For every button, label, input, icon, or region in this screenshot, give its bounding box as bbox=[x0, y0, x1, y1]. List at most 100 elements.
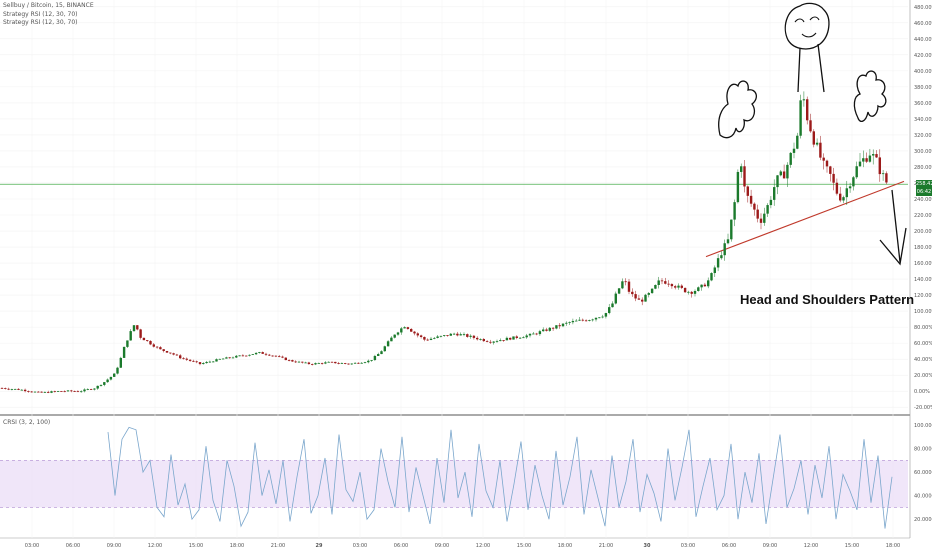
y-tick-label: 380.00% bbox=[914, 85, 932, 91]
candle-body bbox=[152, 344, 155, 347]
candle-body bbox=[693, 291, 697, 294]
candle-body bbox=[334, 361, 337, 364]
y-tick-label: 20.00% bbox=[914, 373, 932, 379]
head-neck-sketch bbox=[797, 43, 825, 93]
candle-body bbox=[499, 340, 502, 342]
y-tick-label: 300.00% bbox=[914, 149, 932, 155]
crsi-line bbox=[107, 426, 893, 529]
x-tick-label: 15:00 bbox=[517, 543, 531, 549]
candle-body bbox=[80, 391, 83, 393]
candle-body bbox=[20, 389, 23, 391]
candle-body bbox=[456, 333, 459, 336]
candle-body bbox=[466, 334, 469, 337]
candle-body bbox=[241, 355, 245, 357]
countdown-badge: 06:42 bbox=[916, 188, 932, 196]
candle-body bbox=[476, 337, 479, 340]
candle-body bbox=[779, 171, 782, 176]
candle-body bbox=[743, 166, 746, 187]
candle-body bbox=[528, 333, 532, 336]
candle-body bbox=[4, 388, 7, 389]
candle-body bbox=[842, 197, 845, 201]
y-tick-label: 420.00% bbox=[914, 53, 932, 59]
candle-body bbox=[429, 338, 433, 340]
candle-body bbox=[225, 357, 228, 359]
x-tick-label: 03:00 bbox=[681, 543, 695, 549]
candle-body bbox=[766, 205, 769, 214]
x-tick-label: 15:00 bbox=[189, 543, 203, 549]
candle-body bbox=[258, 352, 261, 353]
x-tick-label: 09:00 bbox=[763, 543, 777, 549]
candle-body bbox=[667, 283, 670, 285]
candle-body bbox=[294, 361, 297, 363]
candle-body bbox=[254, 352, 258, 355]
candle-body bbox=[93, 388, 96, 390]
x-tick-label: 03:00 bbox=[25, 543, 39, 549]
candle-body bbox=[872, 154, 875, 156]
candle-body bbox=[314, 363, 317, 365]
candle-body bbox=[433, 337, 436, 339]
candle-body bbox=[532, 333, 535, 335]
candle-body bbox=[396, 332, 400, 335]
oscillator-band bbox=[0, 460, 908, 508]
candle-body bbox=[753, 203, 756, 210]
x-tick-label: 18:00 bbox=[558, 543, 572, 549]
candle-body bbox=[875, 154, 878, 158]
y-tick-label: 240.00% bbox=[914, 197, 932, 203]
candle-body bbox=[27, 391, 30, 392]
candle-body bbox=[472, 335, 476, 338]
candle-body bbox=[297, 361, 301, 363]
candle-body bbox=[60, 391, 63, 392]
candle-body bbox=[545, 329, 548, 331]
x-tick-label: 21:00 bbox=[271, 543, 285, 549]
candle-body bbox=[443, 335, 446, 336]
candle-body bbox=[641, 299, 644, 302]
candle-body bbox=[608, 307, 611, 314]
candle-body bbox=[373, 355, 377, 361]
head-face-sketch bbox=[784, 2, 830, 50]
x-tick-label: 12:00 bbox=[476, 543, 490, 549]
candle-body bbox=[660, 280, 664, 282]
candle-body bbox=[594, 317, 598, 320]
candle-body bbox=[377, 354, 380, 356]
candle-body bbox=[839, 193, 842, 201]
candle-body bbox=[53, 391, 56, 393]
candle-body bbox=[796, 135, 799, 149]
candle-body bbox=[162, 349, 165, 352]
candle-body bbox=[70, 390, 73, 392]
candle-body bbox=[782, 171, 786, 179]
candle-body bbox=[756, 209, 759, 219]
y-tick-label: 140.00% bbox=[914, 277, 932, 283]
neckline-trendline bbox=[705, 180, 905, 258]
candle-body bbox=[83, 389, 86, 392]
candle-body bbox=[845, 188, 848, 198]
x-tick-label: 06:00 bbox=[66, 543, 80, 549]
x-tick-label: 21:00 bbox=[599, 543, 613, 549]
candle-body bbox=[251, 354, 254, 356]
candle-body bbox=[271, 355, 274, 357]
candle-body bbox=[393, 334, 396, 338]
candle-body bbox=[66, 390, 70, 392]
candle-body bbox=[122, 346, 126, 358]
candle-body bbox=[439, 335, 443, 337]
candle-body bbox=[654, 284, 657, 289]
y-tick-label: 460.00% bbox=[914, 21, 932, 27]
candle-body bbox=[43, 391, 47, 393]
candle-body bbox=[505, 337, 509, 341]
y-tick-label: 0.00% bbox=[914, 389, 930, 395]
candle-body bbox=[390, 337, 393, 342]
candle-body bbox=[103, 382, 106, 385]
candle-body bbox=[809, 120, 812, 132]
y-tick-label: -20.00% bbox=[914, 405, 932, 411]
candle-body bbox=[657, 280, 660, 285]
candle-body bbox=[584, 320, 588, 322]
candle-body bbox=[769, 199, 773, 206]
candle-body bbox=[502, 340, 505, 341]
candle-body bbox=[261, 352, 264, 354]
candle-body bbox=[383, 346, 386, 352]
candle-body bbox=[340, 363, 344, 364]
candle-body bbox=[865, 158, 868, 162]
candle-body bbox=[268, 354, 271, 356]
candle-body bbox=[858, 161, 862, 167]
candle-body bbox=[30, 391, 33, 393]
candle-body bbox=[885, 173, 888, 183]
